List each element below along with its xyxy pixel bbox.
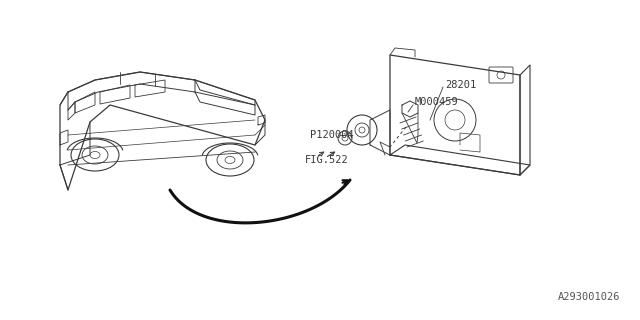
Text: 28201: 28201 [445, 80, 476, 90]
Text: M000459: M000459 [415, 97, 459, 107]
Text: P120004: P120004 [310, 130, 354, 140]
Text: FIG.522: FIG.522 [305, 155, 349, 165]
Text: A293001026: A293001026 [557, 292, 620, 302]
